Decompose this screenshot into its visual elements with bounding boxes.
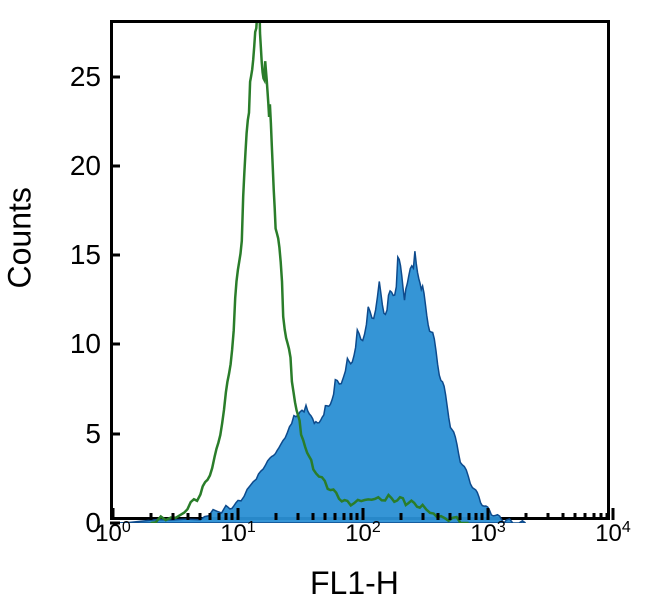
y-tick-label: 20 xyxy=(51,150,101,182)
x-minor-tick xyxy=(546,513,549,520)
x-minor-tick xyxy=(437,513,440,520)
x-minor-tick xyxy=(584,513,587,520)
x-minor-tick xyxy=(524,513,527,520)
x-minor-tick xyxy=(199,513,202,520)
x-minor-tick xyxy=(171,513,174,520)
x-minor-tick xyxy=(399,513,402,520)
y-tick-label: 25 xyxy=(51,61,101,93)
y-tick-label: 15 xyxy=(51,239,101,271)
x-tick-label: 100 xyxy=(95,519,131,548)
x-minor-tick xyxy=(574,513,577,520)
x-minor-tick xyxy=(421,513,424,520)
y-axis-label: Counts xyxy=(2,187,39,288)
x-minor-tick xyxy=(149,513,152,520)
x-minor-tick xyxy=(324,513,327,520)
plot-area: 0510152025 100101102103104 xyxy=(110,20,610,520)
x-tick-label: 102 xyxy=(345,519,381,548)
series-blue-filled xyxy=(113,251,526,523)
y-tick-mark xyxy=(110,343,120,346)
y-tick-label: 5 xyxy=(51,418,101,450)
x-minor-tick xyxy=(187,513,190,520)
x-tick-label: 104 xyxy=(595,519,631,548)
flow-cytometry-histogram: 0510152025 100101102103104 xyxy=(110,20,610,520)
x-minor-tick xyxy=(274,513,277,520)
x-minor-tick xyxy=(562,513,565,520)
y-tick-mark xyxy=(110,432,120,435)
x-minor-tick xyxy=(209,513,212,520)
y-tick-mark xyxy=(110,254,120,257)
x-minor-tick xyxy=(312,513,315,520)
x-minor-tick xyxy=(449,513,452,520)
y-tick-label: 0 xyxy=(51,507,101,539)
histogram-svg xyxy=(113,23,613,523)
x-tick-label: 101 xyxy=(220,519,256,548)
y-tick-mark xyxy=(110,164,120,167)
y-tick-label: 10 xyxy=(51,328,101,360)
x-axis-label: FL1-H xyxy=(310,565,399,602)
x-minor-tick xyxy=(334,513,337,520)
y-tick-mark xyxy=(110,75,120,78)
x-minor-tick xyxy=(459,513,462,520)
x-tick-label: 103 xyxy=(470,519,506,548)
x-minor-tick xyxy=(296,513,299,520)
